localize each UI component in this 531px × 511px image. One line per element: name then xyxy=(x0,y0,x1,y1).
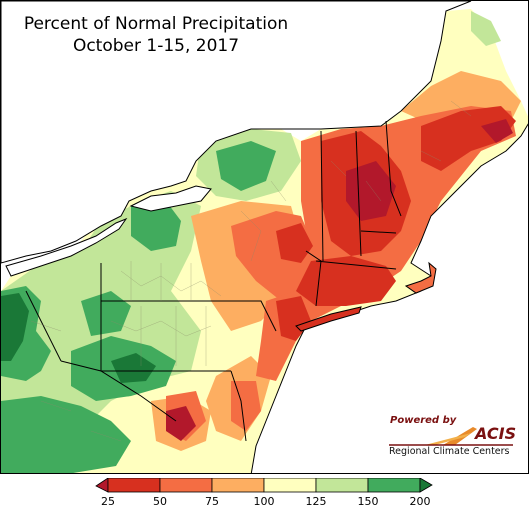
green-region-wv-dark xyxy=(111,353,156,383)
red-region-sne xyxy=(296,256,396,306)
state-boundaries xyxy=(25,120,402,442)
legend-bin-75-100 xyxy=(211,478,265,493)
legend-bin-below-25 xyxy=(95,478,109,493)
legend-bin-25-50 xyxy=(107,478,161,493)
acis-logo: Powered by ACIS Regional Climate Centers xyxy=(385,415,517,463)
legend-tick-label: 50 xyxy=(153,495,167,508)
legend-bin-100-125 xyxy=(263,478,317,493)
legend-bin-150-200 xyxy=(367,478,421,493)
map-title: Percent of Normal Precipitation xyxy=(23,14,289,34)
green-region-pa-mid xyxy=(81,291,131,336)
legend-tick-label: 200 xyxy=(409,495,431,508)
legend-bin-50-75 xyxy=(159,478,213,493)
county-lines xyxy=(30,100,472,442)
legend-tick-label: 150 xyxy=(357,495,379,508)
long-island xyxy=(295,306,362,332)
canada-land xyxy=(1,1,472,264)
legend-tick-label: 75 xyxy=(205,495,219,508)
precipitation-map: Percent of Normal Precipitation October … xyxy=(0,0,529,474)
legend-bin-above-200 xyxy=(419,478,433,493)
red-region-maine-coast xyxy=(421,106,516,171)
red-region-catskills xyxy=(276,223,313,263)
rcc-text: Regional Climate Centers xyxy=(389,446,510,457)
red-region-dark-maine xyxy=(481,119,513,143)
green-region-adirondack xyxy=(216,141,276,191)
precipitation-map-canvas xyxy=(1,1,528,473)
lake-ontario xyxy=(129,185,212,212)
legend-bin-125-150 xyxy=(315,478,369,493)
map-subtitle: October 1-15, 2017 xyxy=(72,36,240,56)
color-legend: 25 50 75 100 125 150 200 xyxy=(88,478,440,508)
lake-erie xyxy=(5,217,128,277)
red-region-dark-va xyxy=(166,406,196,441)
green-region-ny-west xyxy=(131,201,181,251)
cape-cod xyxy=(404,261,437,294)
green-region-maine-north xyxy=(471,11,501,46)
acis-wordmark: ACIS xyxy=(475,424,517,443)
legend-tick-label: 100 xyxy=(253,495,275,508)
legend-colorbar xyxy=(95,478,433,493)
green-region-va xyxy=(1,396,131,473)
powered-by-text: Powered by xyxy=(390,415,457,426)
atlantic-ocean xyxy=(250,123,528,473)
legend-tick-label: 25 xyxy=(101,495,115,508)
legend-tick-label: 125 xyxy=(305,495,327,508)
green-region-oh-dark xyxy=(1,293,29,361)
acis-swoosh-icon xyxy=(389,427,513,446)
